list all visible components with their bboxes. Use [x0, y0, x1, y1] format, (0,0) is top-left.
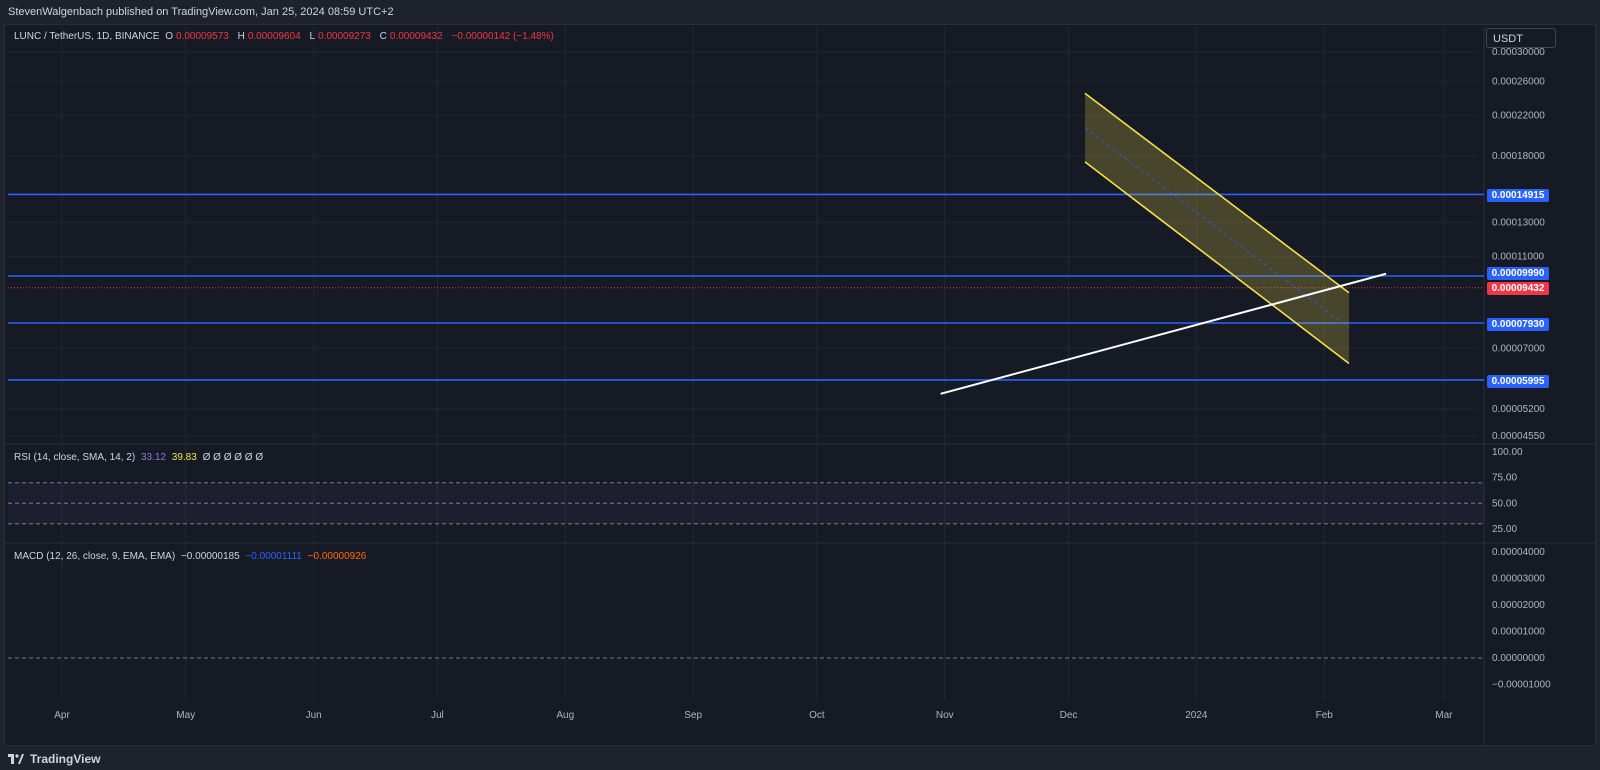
time-tick-label: Feb: [1316, 710, 1334, 721]
time-tick-label: 2024: [1185, 710, 1208, 721]
channel-upper-line: [1084, 92, 1350, 294]
time-tick-label: Apr: [54, 710, 70, 721]
high-label: H: [237, 31, 245, 42]
price-tick-label: 0.00007000: [1492, 343, 1545, 354]
price-tick-label: 0.00005200: [1492, 404, 1545, 415]
rsi-legend: RSI (14, close, SMA, 14, 2) 33.12 39.83 …: [14, 452, 266, 463]
rsi-tick-label: 50.00: [1492, 498, 1517, 509]
macd-tick-label: 0.00001000: [1492, 627, 1545, 638]
rsi-tick-label: 100.00: [1492, 447, 1523, 458]
time-tick-label: Jun: [306, 710, 322, 721]
rsi-tick-label: 75.00: [1492, 473, 1517, 484]
tradingview-logo-icon: [8, 754, 24, 764]
time-tick-label: May: [176, 710, 195, 721]
macd-tick-label: 0.00004000: [1492, 547, 1545, 558]
time-tick-label: Sep: [684, 710, 702, 721]
rsi-tick-label: 25.00: [1492, 524, 1517, 535]
time-tick-label: Mar: [1435, 710, 1453, 721]
macd-label[interactable]: MACD (12, 26, close, 9, EMA, EMA): [14, 551, 176, 562]
close-label: C: [379, 31, 387, 42]
price-tick-label: 0.00022000: [1492, 110, 1545, 121]
level-badge-3: 0.00007930: [1487, 318, 1549, 331]
time-tick-label: Dec: [1060, 710, 1078, 721]
currency-button[interactable]: USDT: [1486, 28, 1556, 48]
channel-fill: [1085, 93, 1349, 364]
price-tick-label: 0.00026000: [1492, 76, 1545, 87]
time-tick-label: Oct: [809, 710, 825, 721]
tradingview-brand: TradingView: [30, 752, 101, 766]
publish-info: StevenWalgenbach published on TradingVie…: [8, 6, 394, 18]
level-badge-2: 0.00009990: [1487, 267, 1549, 280]
price-tick-label: 0.00013000: [1492, 217, 1545, 228]
channel-lower-line: [1084, 161, 1350, 365]
publish-bar: StevenWalgenbach published on TradingVie…: [0, 0, 1600, 24]
macd-tick-label: 0.00000000: [1492, 653, 1545, 664]
price-tick-label: 0.00011000: [1492, 251, 1545, 262]
change-value: −0.00000142 (−1.48%): [451, 31, 554, 42]
macd-signal-value: −0.00000926: [307, 551, 367, 562]
price-tick-label: 0.00030000: [1492, 47, 1545, 58]
symbol-label[interactable]: LUNC / TetherUS, 1D, BINANCE: [14, 31, 160, 42]
macd-tick-label: −0.00001000: [1492, 680, 1551, 691]
rsi-na-values: Ø Ø Ø Ø Ø Ø: [202, 452, 264, 463]
open-label: O: [165, 31, 173, 42]
price-tick-label: 0.00004550: [1492, 431, 1545, 442]
level-badge-4: 0.00005995: [1487, 375, 1549, 388]
macd-tick-label: 0.00003000: [1492, 574, 1545, 585]
rsi-ma-value: 39.83: [171, 452, 197, 463]
macd-legend: MACD (12, 26, close, 9, EMA, EMA) −0.000…: [14, 551, 369, 562]
level-badge-1: 0.00014915: [1487, 189, 1549, 202]
macd-tick-label: 0.00002000: [1492, 600, 1545, 611]
rsi-label[interactable]: RSI (14, close, SMA, 14, 2): [14, 452, 136, 463]
time-tick-label: Nov: [936, 710, 954, 721]
low-value: 0.00009273: [318, 31, 371, 42]
time-tick-label: Aug: [556, 710, 574, 721]
rsi-value: 33.12: [140, 452, 166, 463]
last-price-badge: 0.00009432: [1487, 282, 1549, 295]
low-label: L: [309, 31, 316, 42]
trend-line: [940, 272, 1387, 395]
close-value: 0.00009432: [389, 31, 443, 42]
chart-area[interactable]: [4, 24, 1596, 746]
open-value: 0.00009573: [175, 31, 229, 42]
macd-line-value: −0.00001111: [245, 551, 302, 562]
macd-hist-value: −0.00000185: [180, 551, 240, 562]
time-tick-label: Jul: [431, 710, 444, 721]
high-value: 0.00009604: [247, 31, 301, 42]
footer-bar: TradingView: [0, 748, 1600, 770]
price-legend: LUNC / TetherUS, 1D, BINANCE O 0.00009573…: [14, 31, 557, 42]
price-tick-label: 0.00018000: [1492, 151, 1545, 162]
